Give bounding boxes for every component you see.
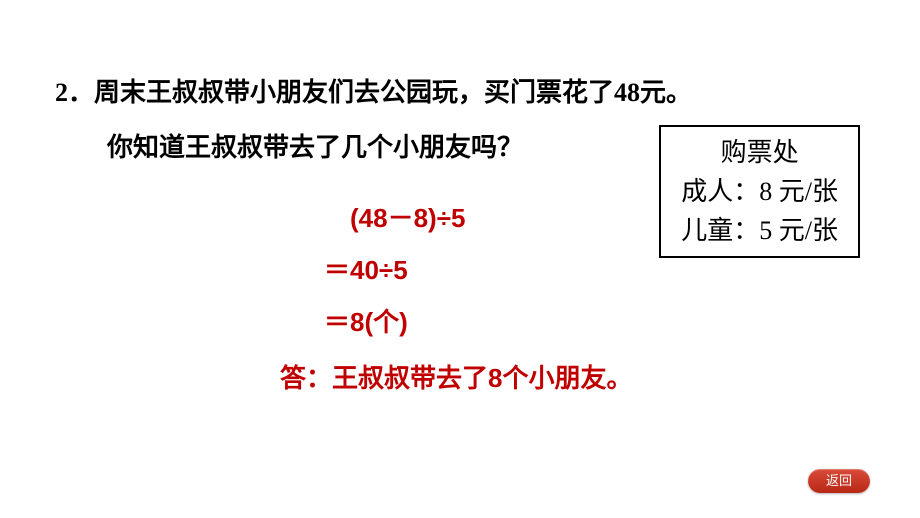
answer-text: 答：王叔叔带去了8个小朋友。 — [280, 363, 632, 393]
step2-val: 40÷5 — [350, 255, 408, 285]
solution-step-3: ＝8(个) — [310, 296, 865, 348]
return-button[interactable]: 返回 — [808, 469, 870, 493]
question-line-1: 2．周末王叔叔带小朋友们去公园玩，买门票花了48元。 — [55, 70, 865, 117]
step3-eq: ＝ — [310, 296, 350, 348]
ticket-price-box: 购票处 成人：8 元/张 儿童：5 元/张 — [659, 125, 860, 258]
ticket-title: 购票处 — [681, 133, 838, 172]
step2-eq: ＝ — [310, 244, 350, 296]
question-number: 2． — [55, 78, 94, 107]
step1-expr: (48－8)÷5 — [350, 203, 465, 233]
ticket-adult-row: 成人：8 元/张 — [681, 172, 838, 211]
question-text-1: 周末王叔叔带小朋友们去公园玩，买门票花了48元。 — [94, 78, 692, 107]
question-text-2: 你知道王叔叔带去了几个小朋友吗？ — [107, 133, 523, 162]
ticket-child-row: 儿童：5 元/张 — [681, 211, 838, 250]
answer-line: 答：王叔叔带去了8个小朋友。 — [55, 358, 865, 395]
step3-val: 8(个) — [350, 307, 408, 337]
return-label: 返回 — [826, 473, 852, 488]
